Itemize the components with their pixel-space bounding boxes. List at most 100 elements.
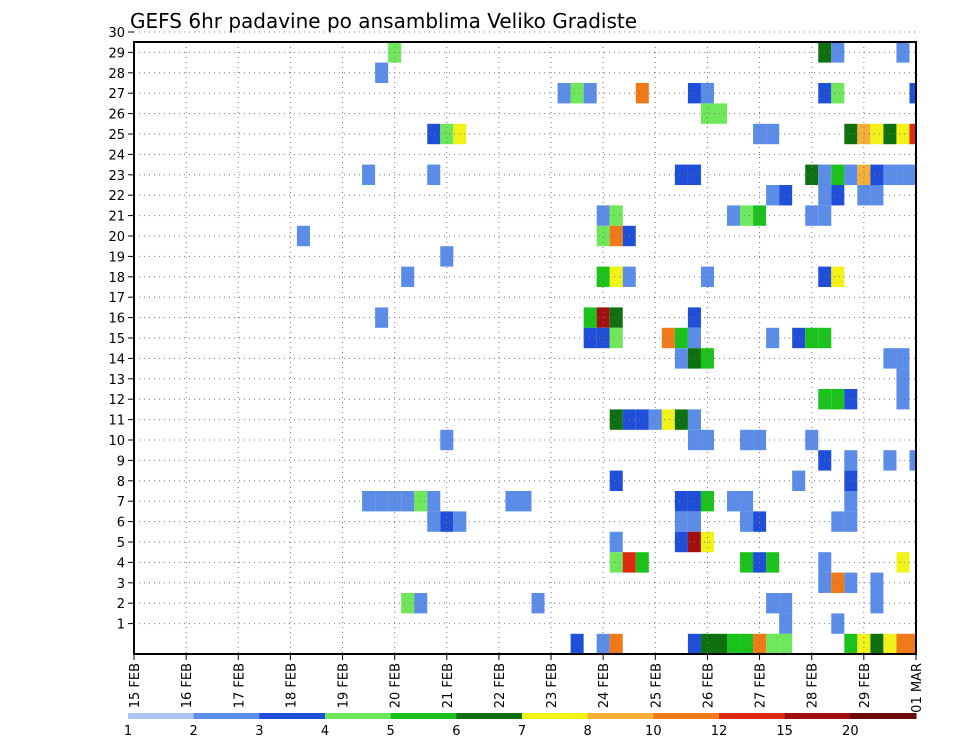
x-tick-label: 21 FEB [441,663,456,708]
colorbar-label: 7 [518,724,526,739]
heatmap-cell [635,409,649,430]
heatmap-cell [831,511,845,532]
y-tick-label: 16 [108,312,125,327]
heatmap-cell [674,491,688,512]
heatmap-cell [740,633,754,654]
x-tick-label: 18 FEB [284,663,299,708]
colorbar-swatch [390,713,457,719]
heatmap-cell [609,409,623,430]
y-tick-label: 18 [108,271,125,286]
heatmap-cell [727,633,741,654]
heatmap-cell [648,409,662,430]
heatmap-cell [609,327,623,349]
heatmap-cell [700,348,714,369]
x-tick-label: 20 FEB [389,663,404,708]
x-tick-label: 28 FEB [806,663,821,708]
y-tick-label: 24 [108,148,125,163]
heatmap-cell [805,164,819,185]
heatmap-cell [427,123,441,145]
colorbar-legend: 1 2 3 4 5 6 7 8 10 12 15 20 [124,713,917,739]
heatmap-cell [740,491,754,512]
heatmap-cell [609,225,623,247]
heatmap-cell [831,42,845,63]
heatmap-cell [844,389,858,410]
y-tick-label: 13 [108,373,125,388]
heatmap-cell [727,491,741,512]
y-tick-label: 25 [108,128,125,143]
heatmap-cell [831,185,845,206]
heatmap-cell [596,205,610,226]
heatmap-cell [609,531,623,553]
heatmap-cell [661,327,675,349]
heatmap-cell [792,470,806,491]
heatmap-cell [674,327,688,349]
x-tick-label: 29 FEB [858,663,873,708]
colorbar-label: 12 [711,724,728,739]
heatmap-cell [727,205,741,226]
heatmap-cell [831,164,845,185]
heatmap-cell [896,368,910,389]
y-tick-label: 8 [117,475,125,490]
colorbar-swatch [259,713,326,719]
heatmap-cell [414,593,428,614]
heatmap-cell [596,633,610,654]
heatmap-cell [857,185,871,206]
heatmap-cell [687,633,701,654]
heatmap-cell [362,164,376,185]
chart-title: GEFS 6hr padavine po ansamblima Veliko G… [130,9,637,33]
x-tick-label: 22 FEB [493,663,508,708]
heatmap-cell [505,491,519,512]
heatmap-cell [700,83,714,104]
heatmap-cell [674,409,688,430]
heatmap-cell [870,572,884,593]
x-tick-label: 17 FEB [232,663,247,708]
colorbar-label: 15 [776,724,793,739]
heatmap-cell [831,266,845,287]
heatmap-cell [805,205,819,226]
x-tick-label: 24 FEB [597,663,612,708]
heatmap-cell [779,593,793,614]
x-tick-label: 26 FEB [701,663,716,708]
y-tick-label: 14 [108,352,125,367]
heatmap-cell [831,613,845,634]
heatmap-cell [896,123,910,145]
heatmap-cell [896,42,910,63]
heatmap-cell [440,123,454,145]
heatmap-cell [896,633,910,654]
heatmap-cell [883,633,897,654]
heatmap-cell [909,123,916,145]
y-tick-label: 27 [108,87,125,102]
y-tick-label: 11 [108,414,125,429]
heatmap-cell [766,123,780,145]
colorbar-label: 3 [255,724,263,739]
heatmap-cell [375,491,389,512]
x-tick-label: 19 FEB [337,663,352,708]
y-tick-label: 3 [117,577,125,592]
colorbar-label: 10 [645,724,662,739]
heatmap-cell [870,633,884,654]
y-tick-label: 26 [108,108,125,123]
colorbar-swatch [653,713,720,719]
heatmap-cell [440,429,454,451]
heatmap-cell [805,429,819,451]
colorbar-label: 6 [452,724,460,739]
heatmap-cell [700,491,714,512]
heatmap-cell [896,552,910,573]
heatmap-cell [844,511,858,532]
y-tick-label: 7 [117,495,125,510]
heatmap-cell [766,593,780,614]
heatmap-cell [844,164,858,185]
heatmap-cell [844,633,858,654]
heatmap-cell [779,633,793,654]
heatmap-cell [779,185,793,206]
colorbar-swatch [193,713,260,719]
heatmap-cell [427,164,441,185]
heatmap-cell [674,511,688,532]
y-tick-label: 30 [108,26,125,41]
heatmap-cell [414,491,428,512]
heatmap-cell [375,307,389,328]
heatmap-cell [766,327,780,349]
heatmap-cell [401,593,415,614]
x-tick-label: 25 FEB [649,663,664,708]
heatmap-cell [909,83,916,104]
